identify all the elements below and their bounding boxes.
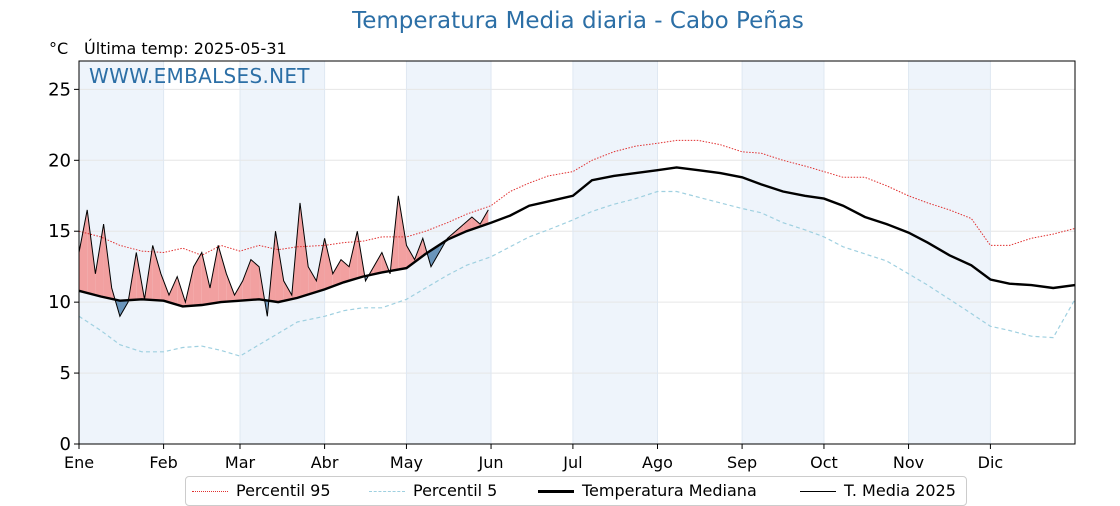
y-tick-label: 15 <box>48 221 71 242</box>
anomaly-segment <box>325 238 333 289</box>
x-tick-label: Ago <box>642 453 673 472</box>
anomaly-segment <box>169 277 177 305</box>
legend-label-p95: Percentil 95 <box>236 481 331 500</box>
month-band <box>573 61 658 444</box>
x-tick-label: Mar <box>225 453 256 472</box>
month-band <box>240 61 325 444</box>
anomaly-segment <box>349 231 357 280</box>
legend-swatch-t2025 <box>800 491 836 492</box>
x-tick-label: Dic <box>978 453 1004 472</box>
anomaly-segment <box>333 260 341 287</box>
x-tick-label: May <box>390 453 423 472</box>
legend-item-p95: Percentil 95 <box>192 481 331 500</box>
anomaly-segment <box>218 245 226 302</box>
legend-item-t2025: T. Media 2025 <box>800 481 956 500</box>
x-axis-ticks: Ene Feb Mar Abr May Jun Jul Ago Sep Oct Nov Dic <box>64 444 1003 472</box>
anomaly-segment <box>374 253 382 275</box>
x-tick-label: Jul <box>562 453 582 472</box>
month-bands <box>79 61 990 444</box>
x-tick-label: Feb <box>149 453 177 472</box>
anomaly-segment <box>398 196 406 270</box>
legend-label-median: Temperatura Mediana <box>582 481 757 500</box>
x-tick-label: Nov <box>893 453 924 472</box>
legend-label-p5: Percentil 5 <box>413 481 497 500</box>
chart-title: Temperatura Media diaria - Cabo Peñas <box>0 8 1120 34</box>
legend-swatch-p95 <box>192 491 228 492</box>
month-band <box>742 61 824 444</box>
watermark: WWW.EMBALSES.NET <box>89 64 310 88</box>
last-temp-label: Última temp: 2025-05-31 <box>84 39 287 58</box>
month-band <box>909 61 991 444</box>
x-tick-label: Sep <box>727 453 757 472</box>
legend-item-median: Temperatura Mediana <box>538 481 757 500</box>
x-tick-label: Jun <box>478 453 504 472</box>
legend-swatch-p5 <box>369 491 405 492</box>
y-tick-label: 20 <box>48 150 71 171</box>
y-tick-label: 10 <box>48 292 71 313</box>
legend-label-t2025: T. Media 2025 <box>844 481 956 500</box>
legend-swatch-median <box>538 490 574 493</box>
legend: Percentil 95 Percentil 5 Temperatura Med… <box>185 476 967 506</box>
legend-item-p5: Percentil 5 <box>369 481 497 500</box>
y-tick-label: 5 <box>60 363 71 384</box>
y-axis-ticks: 0 5 10 15 20 25 <box>48 79 79 455</box>
y-axis-unit: °C <box>49 39 68 58</box>
y-tick-label: 0 <box>60 434 71 455</box>
y-tick-label: 25 <box>48 79 71 100</box>
x-tick-label: Ene <box>64 453 94 472</box>
x-tick-label: Oct <box>810 453 838 472</box>
x-tick-label: Abr <box>311 453 339 472</box>
anomaly-segment <box>202 253 210 305</box>
